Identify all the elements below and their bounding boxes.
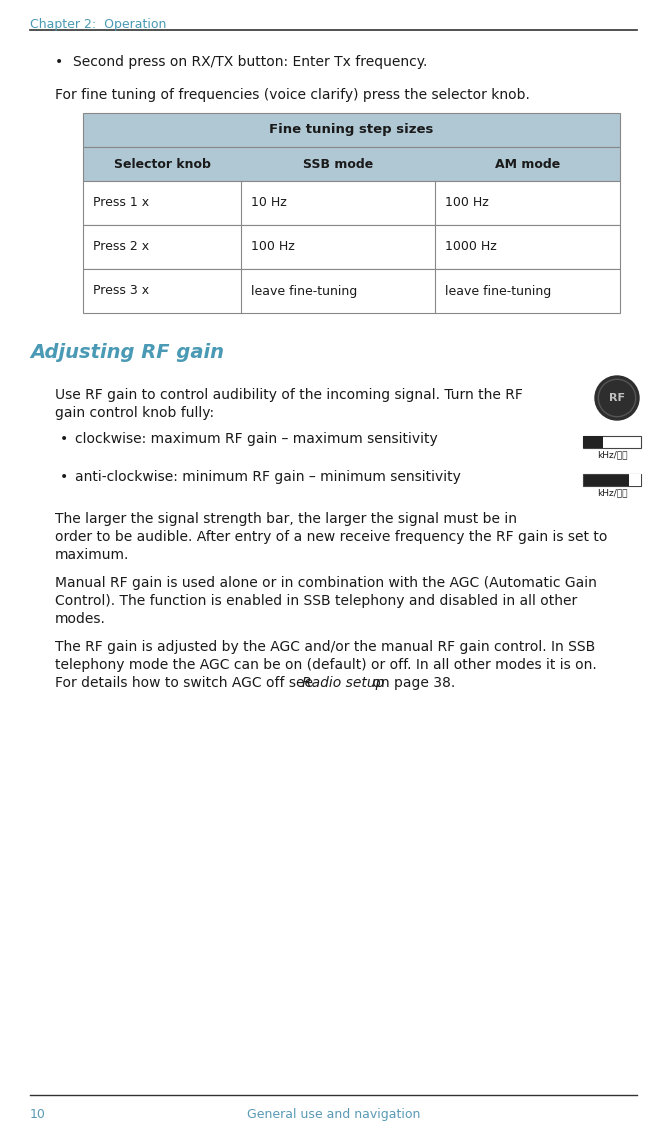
- Bar: [583, 436, 603, 447]
- Text: Control). The function is enabled in SSB telephony and disabled in all other: Control). The function is enabled in SSB…: [55, 594, 577, 608]
- Text: anti-clockwise: minimum RF gain – minimum sensitivity: anti-clockwise: minimum RF gain – minimu…: [75, 470, 461, 484]
- Text: 100 Hz: 100 Hz: [251, 241, 295, 253]
- Circle shape: [595, 376, 639, 420]
- Text: RF: RF: [609, 393, 625, 403]
- Text: Press 1 x: Press 1 x: [93, 197, 149, 209]
- Text: Chapter 2:  Operation: Chapter 2: Operation: [30, 18, 166, 31]
- Text: order to be audible. After entry of a new receive frequency the RF gain is set t: order to be audible. After entry of a ne…: [55, 530, 608, 544]
- Text: •: •: [60, 432, 68, 446]
- Text: Use RF gain to control audibility of the incoming signal. Turn the RF: Use RF gain to control audibility of the…: [55, 388, 523, 402]
- Text: leave fine-tuning: leave fine-tuning: [251, 285, 358, 297]
- Text: kHz/ⓇⓍ: kHz/ⓇⓍ: [597, 488, 627, 497]
- Bar: [83, 269, 620, 313]
- Text: For fine tuning of frequencies (voice clarify) press the selector knob.: For fine tuning of frequencies (voice cl…: [55, 88, 530, 102]
- Text: Press 3 x: Press 3 x: [93, 285, 149, 297]
- Text: The larger the signal strength bar, the larger the signal must be in: The larger the signal strength bar, the …: [55, 512, 517, 525]
- Text: Second press on RX/TX button: Enter Tx frequency.: Second press on RX/TX button: Enter Tx f…: [73, 55, 428, 69]
- Text: gain control knob fully:: gain control knob fully:: [55, 406, 214, 420]
- Text: SSB mode: SSB mode: [303, 157, 374, 171]
- Text: clockwise: maximum RF gain – maximum sensitivity: clockwise: maximum RF gain – maximum sen…: [75, 432, 438, 446]
- Text: 100 Hz: 100 Hz: [445, 197, 488, 209]
- Text: •: •: [60, 470, 68, 484]
- Text: kHz/ⓇⓍ: kHz/ⓇⓍ: [597, 450, 627, 459]
- Text: modes.: modes.: [55, 612, 106, 626]
- Text: 1000 Hz: 1000 Hz: [445, 241, 496, 253]
- Bar: [583, 473, 641, 486]
- Text: For details how to switch AGC off see: For details how to switch AGC off see: [55, 676, 317, 690]
- Text: 10 Hz: 10 Hz: [251, 197, 287, 209]
- Text: Selector knob: Selector knob: [114, 157, 211, 171]
- Text: Adjusting RF gain: Adjusting RF gain: [30, 344, 224, 362]
- Bar: [83, 225, 620, 269]
- Text: AM mode: AM mode: [495, 157, 560, 171]
- Text: Press 2 x: Press 2 x: [93, 241, 149, 253]
- Text: maximum.: maximum.: [55, 548, 129, 562]
- Bar: [583, 436, 641, 447]
- Text: Manual RF gain is used alone or in combination with the AGC (Automatic Gain: Manual RF gain is used alone or in combi…: [55, 576, 597, 590]
- Text: •: •: [55, 55, 63, 69]
- Text: Radio setup: Radio setup: [302, 676, 384, 690]
- Text: on page 38.: on page 38.: [368, 676, 456, 690]
- Text: telephony mode the AGC can be on (default) or off. In all other modes it is on.: telephony mode the AGC can be on (defaul…: [55, 658, 597, 672]
- Bar: [83, 181, 620, 225]
- Bar: [630, 473, 641, 486]
- Bar: [83, 113, 620, 147]
- Text: Fine tuning step sizes: Fine tuning step sizes: [269, 123, 434, 137]
- Text: leave fine-tuning: leave fine-tuning: [445, 285, 551, 297]
- Bar: [83, 147, 620, 181]
- Text: The RF gain is adjusted by the AGC and/or the manual RF gain control. In SSB: The RF gain is adjusted by the AGC and/o…: [55, 640, 595, 654]
- Text: General use and navigation: General use and navigation: [247, 1109, 420, 1121]
- Text: 10: 10: [30, 1109, 46, 1121]
